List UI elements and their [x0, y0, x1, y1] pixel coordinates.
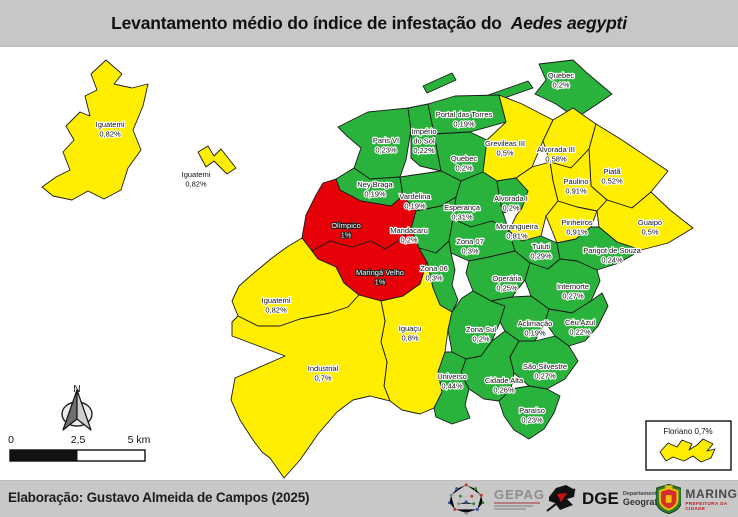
region-sliver-nw	[422, 72, 457, 94]
dge-parana-icon	[546, 485, 576, 512]
region-ceu-azul	[544, 292, 609, 347]
dge-logo-group: DGE Departamento de Geografia	[546, 485, 668, 513]
title-bar: Levantamento médio do índice de infestaç…	[0, 0, 738, 47]
gepag-logo-group: GEPAG	[446, 483, 545, 515]
region-label-paraiso: Paraíso 0,23%	[519, 406, 545, 425]
legend-floriano-shape	[659, 438, 716, 463]
region-label-zona-06: Zona 06 0,3%	[420, 264, 448, 283]
region-label-ceu-azul: Céu Azul 0,22%	[565, 318, 595, 337]
region-label-iguacu: Iguaçu 0,8%	[399, 324, 422, 343]
region-sao-silvestre	[509, 335, 579, 390]
legend-box: Floriano 0,7%	[645, 420, 732, 471]
region-label-universo: Universo 0,44%	[437, 372, 467, 391]
scale-end: 5 km	[128, 434, 151, 446]
region-label-grevileas-iii: Grevileas III 0,5%	[485, 139, 525, 158]
region-label-quebec-center: Quebec 0,2%	[451, 154, 478, 173]
region-label-olimpico: Olímpico 1%	[331, 221, 361, 240]
region-operaria	[465, 250, 531, 302]
region-label-tuiuti: Tuiuti 0,29%	[530, 242, 552, 261]
region-label-operaria: Operária 0,25%	[492, 274, 522, 293]
region-label-imperio-do-sol: Império do Sol 0,22%	[411, 127, 436, 155]
title-text: Levantamento médio do índice de infestaç…	[111, 12, 502, 33]
region-label-alvorada-iii: Alvorada III 0,58%	[537, 145, 575, 164]
region-industrial	[230, 294, 391, 479]
maringa-crest-icon	[656, 484, 682, 514]
page-title: Levantamento médio do índice de infestaç…	[111, 13, 627, 34]
title-species: Aedes aegypti	[510, 12, 627, 33]
scale-mid: 2,5	[71, 434, 86, 446]
maringa-name: MARINGÁ	[685, 486, 738, 501]
region-paraiso	[498, 385, 561, 440]
region-label-guaipo: Guaipó 0,5%	[638, 218, 662, 237]
region-label-aclimacao: Aclimação 0,19%	[518, 319, 553, 338]
dge-dept-line2: Geografia	[622, 497, 665, 507]
region-label-morangueira: Morangueira 0,81%	[496, 222, 539, 241]
north-arrow: N	[61, 384, 93, 431]
region-label-iguatemi-small: Iguatemi 0,82%	[182, 170, 211, 189]
region-label-internorte: Internorte 0,27%	[557, 282, 589, 301]
region-label-piata: Piatã 0,52%	[601, 167, 623, 186]
gepag-subtext-lines	[494, 501, 540, 510]
dge-name: DGE	[582, 489, 619, 508]
region-label-maringa-velho: Maringá Velho 1%	[356, 268, 404, 287]
region-label-iguatemi-bottom: Iguatemi 0,82%	[262, 296, 291, 315]
region-label-quebec-north: Quebec 0,2%	[548, 71, 575, 90]
maringa-subtitle: PREFEITURA DA CIDADE	[685, 500, 728, 511]
region-label-parigot-de-souza: Parigot de Souza 0,24%	[583, 246, 641, 265]
region-quebec-north	[534, 59, 613, 119]
dge-dept-line1: Departamento de	[622, 491, 668, 497]
footer-bar: Elaboração: Gustavo Almeida de Campos (2…	[0, 480, 738, 517]
maringa-logo-group: MARINGÁ PREFEITURA DA CIDADE	[656, 484, 738, 514]
region-label-zona-07: Zona 07 0,3%	[456, 237, 484, 256]
region-iguatemi-west	[41, 59, 149, 201]
region-label-iguatemi-west: Iguatemi 0,82%	[96, 120, 125, 139]
elaboration-credit: Elaboração: Gustavo Almeida de Campos (2…	[8, 490, 310, 505]
region-label-pinheiros: Pinheiros 0,91%	[561, 218, 593, 237]
gepag-network-icon	[447, 483, 485, 515]
region-label-vardelina: Vardelina 0,19%	[399, 192, 431, 211]
scale-start: 0	[8, 434, 14, 446]
region-label-esperanca: Esperança 0,31%	[444, 203, 481, 222]
region-label-alvorada-i: Alvorada I 0,2%	[494, 194, 528, 213]
region-label-paulino: Paulino 0,91%	[563, 177, 588, 196]
region-internorte	[524, 258, 601, 314]
region-label-zona-sul: Zona Sul 0,2%	[466, 325, 496, 344]
region-label-paris-vi: Paris VI 0,23%	[373, 136, 399, 155]
region-label-cidade-alta: Cidade Alta 0,26%	[485, 376, 524, 395]
region-label-industrial: Industrial 0,7%	[308, 364, 339, 383]
region-imperio-do-sol	[407, 103, 442, 172]
region-label-sao-silvestre: São Silvestre 0,27%	[523, 362, 567, 381]
region-iguatemi-small	[197, 145, 237, 175]
regions-layer	[41, 59, 694, 479]
region-label-ney-braga: Ney Braga 0,19%	[357, 180, 393, 199]
labels-layer: Iguatemi 0,82% Iguatemi 0,82% Quebec 0,2% Port…	[94, 70, 663, 426]
legend-label: Floriano 0,7%	[663, 427, 712, 436]
gepag-name: GEPAG	[494, 486, 545, 502]
scale-bar: 0 2,5 5 km	[8, 434, 151, 462]
region-label-mandacaru: Mandacaru 0,2%	[390, 226, 428, 245]
region-label-portal-das-torres: Portal das Torres 0,19%	[436, 110, 493, 129]
